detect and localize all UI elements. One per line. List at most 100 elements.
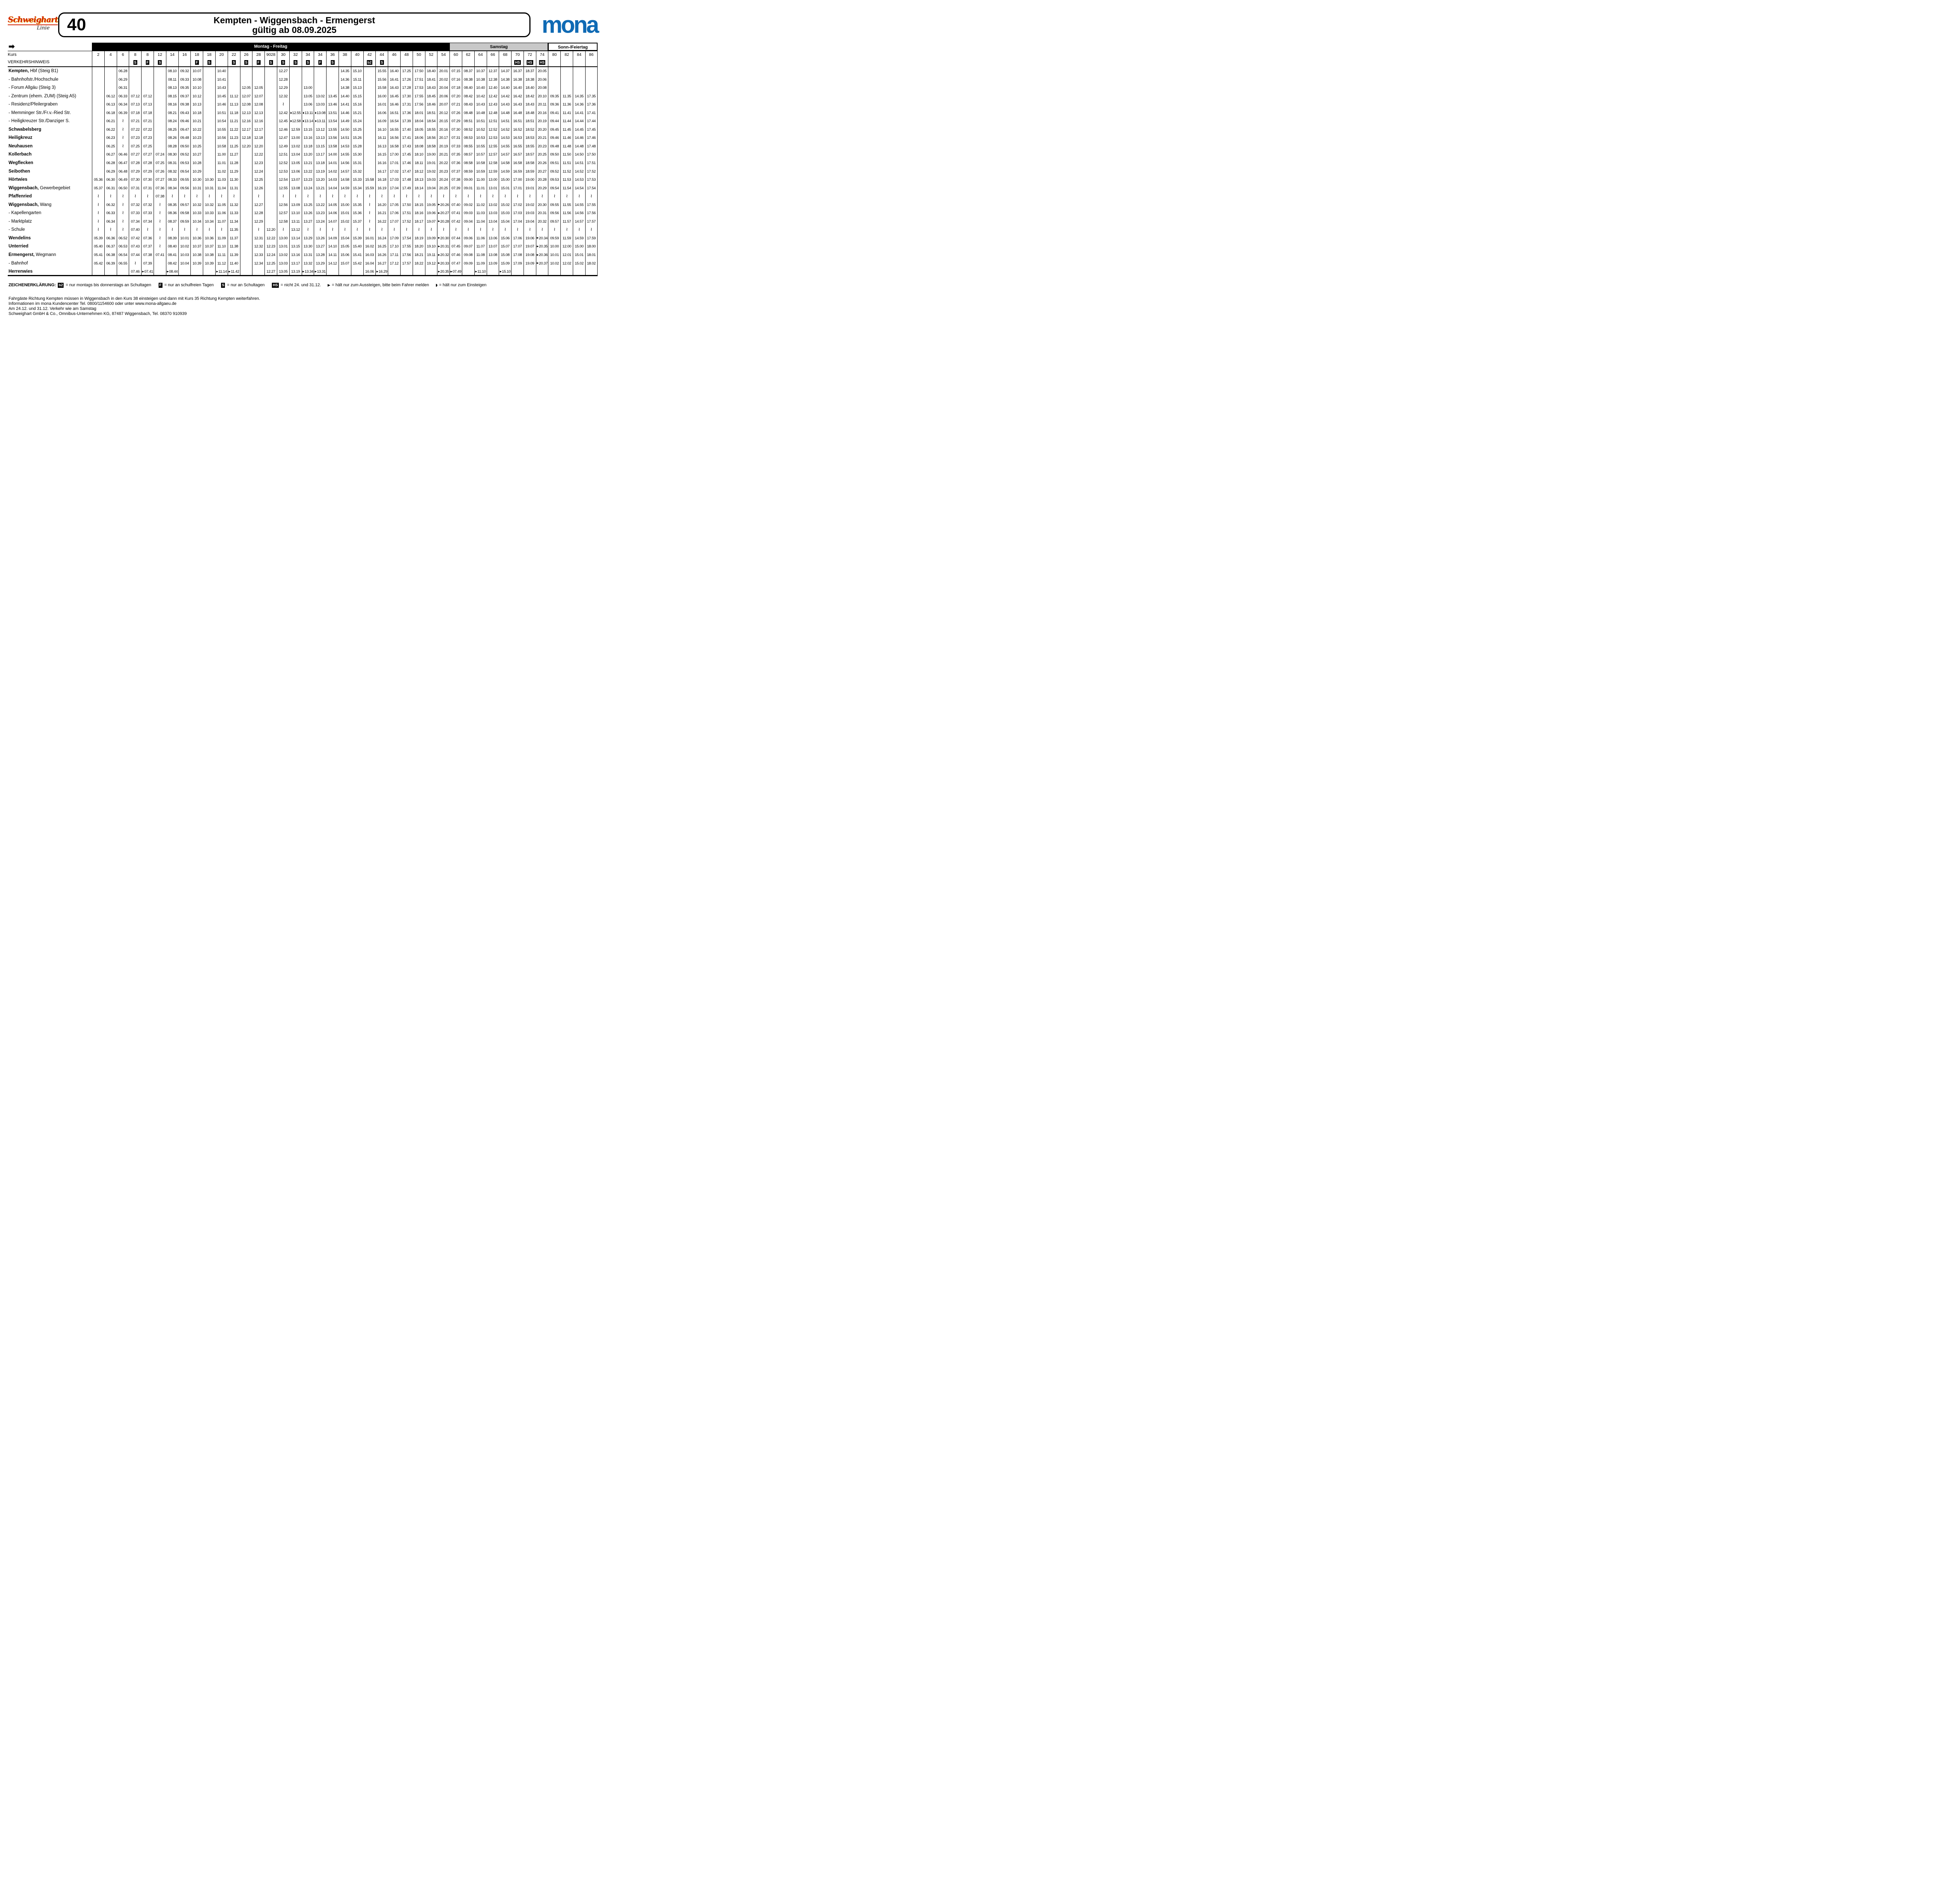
time-cell: ≀ xyxy=(277,192,289,201)
time-cell: 09.45 xyxy=(548,125,560,134)
no-stop-squiggle-icon: ≀ xyxy=(541,193,543,199)
time-cell: 07.37 xyxy=(141,242,154,251)
no-stop-squiggle-icon: ≀ xyxy=(480,227,482,232)
no-stop-squiggle-icon: ≀ xyxy=(368,218,371,224)
time-cell: 17.46 xyxy=(585,134,598,142)
time-cell: 13.26 xyxy=(301,209,314,218)
time-cell: 13.21 xyxy=(314,184,326,193)
time-cell: 08.26 xyxy=(166,134,178,142)
hinweis-badge-F: F xyxy=(145,60,150,65)
time-cell: ≀ xyxy=(326,192,339,201)
time-cell: 16.55 xyxy=(388,125,400,134)
hinweis-cell xyxy=(351,58,363,67)
time-cell: 07.44 xyxy=(129,251,141,259)
time-cell: 14.43 xyxy=(499,100,511,109)
time-cell: 09.41 xyxy=(548,109,560,118)
time-cell: 18.45 xyxy=(425,92,437,101)
time-cell: 12.24 xyxy=(252,167,264,176)
time-cell: 10.30 xyxy=(190,176,203,184)
time-cell xyxy=(264,192,277,201)
no-stop-squiggle-icon: ≀ xyxy=(541,227,543,232)
time-cell: 07.40 xyxy=(129,226,141,234)
time-cell: ≀ xyxy=(338,192,351,201)
hinweis-cell xyxy=(585,58,598,67)
time-cell: 11.27 xyxy=(227,150,240,159)
exit-only-icon: ▶ xyxy=(536,244,539,248)
time-cell: 14.59 xyxy=(573,234,585,243)
kurs-number: 18 xyxy=(190,51,203,58)
no-stop-squiggle-icon: ≀ xyxy=(257,193,260,199)
time-cell: 17.00 xyxy=(388,150,400,159)
time-cell: 11.52 xyxy=(560,167,573,176)
time-cell: 10.10 xyxy=(190,84,203,92)
hinweis-badge-S: S xyxy=(380,60,384,65)
time-cell: 09.52 xyxy=(548,167,560,176)
time-cell: ≀ xyxy=(203,226,215,234)
time-cell: ≀ xyxy=(363,217,376,226)
time-cell: 06.31 xyxy=(104,184,117,193)
time-cell: 11.48 xyxy=(560,142,573,151)
time-cell xyxy=(129,84,141,92)
stop-name: - Zentrum (ehem. ZUM) (Steig A5) xyxy=(9,93,76,99)
exit-only-icon: ▶ xyxy=(228,270,231,273)
time-cell: 18.51 xyxy=(425,109,437,118)
time-cell: 13.15 xyxy=(289,242,302,251)
time-cell: 11.30 xyxy=(227,176,240,184)
time-cell: 19.00 xyxy=(425,150,437,159)
time-cell xyxy=(388,268,400,276)
time-cell xyxy=(363,117,376,126)
time-cell: 16.13 xyxy=(375,142,388,151)
time-cell: 07.33 xyxy=(449,142,462,151)
time-cell: 11.25 xyxy=(227,142,240,151)
time-cell: 18.10 xyxy=(412,150,425,159)
time-cell: 18.01 xyxy=(412,109,425,118)
time-cell: 07.36 xyxy=(449,159,462,168)
time-cell: 18.02 xyxy=(585,259,598,268)
time-cell: 07.22 xyxy=(141,125,154,134)
time-cell: 14.36 xyxy=(338,75,351,84)
time-cell: 07.26 xyxy=(153,167,166,176)
time-cell: 13.05 xyxy=(301,92,314,101)
time-cell: ▶20.35 xyxy=(437,268,450,276)
time-cell: 14.58 xyxy=(499,159,511,168)
time-cell: 15.02 xyxy=(573,259,585,268)
time-cell: 18.53 xyxy=(523,134,536,142)
time-cell: 07.40 xyxy=(449,201,462,209)
time-cell xyxy=(240,159,252,168)
time-cell xyxy=(314,67,326,76)
time-cell: 14.59 xyxy=(338,184,351,193)
no-stop-squiggle-icon: ≀ xyxy=(529,227,531,232)
time-cell: 06.48 xyxy=(116,167,129,176)
no-stop-squiggle-icon: ≀ xyxy=(590,227,593,232)
kurs-number: 44 xyxy=(375,51,388,58)
time-cell: 12.05 xyxy=(240,84,252,92)
time-cell: 16.27 xyxy=(375,259,388,268)
exit-only-icon: ▶ xyxy=(536,236,539,240)
time-cell: 18.16 xyxy=(412,209,425,218)
hinweis-cell: S xyxy=(240,58,252,67)
time-cell: 10.01 xyxy=(178,234,191,243)
time-cell xyxy=(92,109,104,118)
time-cell: 14.51 xyxy=(338,134,351,142)
time-cell: 10.43 xyxy=(474,100,487,109)
time-cell: 12.20 xyxy=(240,142,252,151)
time-cell xyxy=(153,75,166,84)
time-cell: 20.19 xyxy=(536,117,548,126)
no-stop-squiggle-icon: ≀ xyxy=(122,218,124,224)
time-cell: 07.29 xyxy=(141,167,154,176)
kurs-number: 46 xyxy=(388,51,400,58)
time-cell xyxy=(92,167,104,176)
time-cell xyxy=(92,134,104,142)
hinweis-badge-HS: HS xyxy=(527,60,533,65)
time-cell xyxy=(585,84,598,92)
time-cell xyxy=(425,268,437,276)
hinweis-cell: F xyxy=(190,58,203,67)
time-cell: ≀ xyxy=(511,226,524,234)
time-cell: 08.38 xyxy=(461,75,474,84)
hinweis-cell: F xyxy=(314,58,327,67)
time-cell: 12.25 xyxy=(264,259,277,268)
time-cell: 13.51 xyxy=(326,109,339,118)
time-cell: 17.48 xyxy=(585,142,598,151)
no-stop-squiggle-icon: ≀ xyxy=(233,193,235,199)
time-cell: 16.00 xyxy=(375,92,388,101)
